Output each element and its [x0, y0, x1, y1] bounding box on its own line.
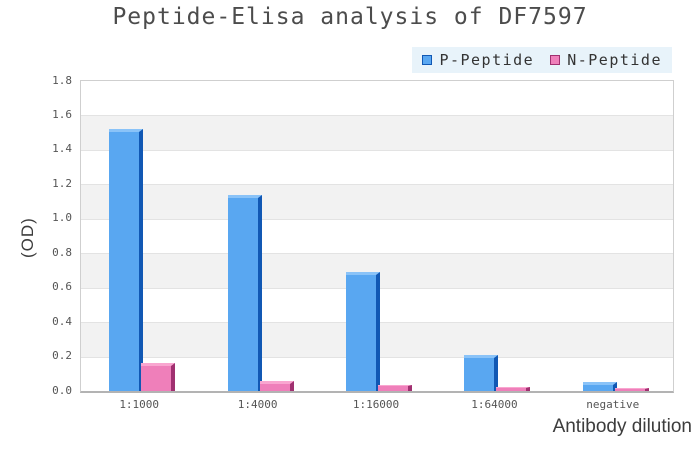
n-peptide-swatch-icon	[550, 55, 561, 65]
y-tick-label: 1.6	[52, 107, 72, 121]
grid-band	[81, 115, 673, 150]
bar-p-peptide-1-64000	[464, 355, 498, 391]
bar-n-peptide-1-64000	[496, 387, 530, 391]
x-tick-label: 1:64000	[471, 398, 518, 411]
y-tick-label: 1.2	[52, 176, 72, 190]
y-tick-label: 1.0	[52, 211, 72, 225]
bar-n-peptide-1-4000	[260, 381, 294, 391]
bar-n-peptide-negative	[615, 388, 649, 391]
y-tick-label: 0.6	[52, 280, 72, 294]
bar-p-peptide-negative	[583, 382, 617, 391]
x-axis-title: Antibody dilution	[552, 416, 692, 437]
bar-p-peptide-1-4000	[228, 195, 262, 391]
y-tick-label: 0.2	[52, 349, 72, 363]
bar-n-peptide-1-16000	[378, 385, 412, 391]
grid-band	[81, 81, 673, 115]
x-tick-label: 1:16000	[352, 398, 400, 411]
bar-n-peptide-1-1000	[141, 363, 175, 391]
legend-label-n-peptide: N-Peptide	[567, 51, 662, 69]
legend: P-Peptide N-Peptide	[412, 47, 672, 73]
grid-band	[81, 184, 673, 219]
legend-item-n-peptide: N-Peptide	[550, 51, 662, 69]
legend-label-p-peptide: P-Peptide	[439, 51, 535, 69]
y-tick-label: 1.4	[52, 142, 72, 156]
legend-item-p-peptide: P-Peptide	[422, 51, 534, 69]
chart-title: Peptide-Elisa analysis of DF7597	[112, 4, 588, 30]
y-tick-label: 1.8	[52, 73, 72, 87]
p-peptide-swatch-icon	[422, 55, 433, 65]
x-tick-label: 1:4000	[237, 398, 278, 411]
bar-p-peptide-1-1000	[109, 129, 143, 391]
grid-band	[81, 218, 673, 253]
plot-area	[80, 80, 674, 393]
x-tick-label: negative	[586, 398, 640, 411]
bar-p-peptide-1-16000	[346, 272, 380, 391]
y-tick-label: 0.4	[52, 314, 72, 328]
y-tick-label: 0.8	[52, 245, 72, 259]
y-tick-label: 0.0	[52, 383, 72, 397]
x-tick-label: 1:1000	[119, 398, 160, 411]
grid-band	[81, 149, 673, 184]
